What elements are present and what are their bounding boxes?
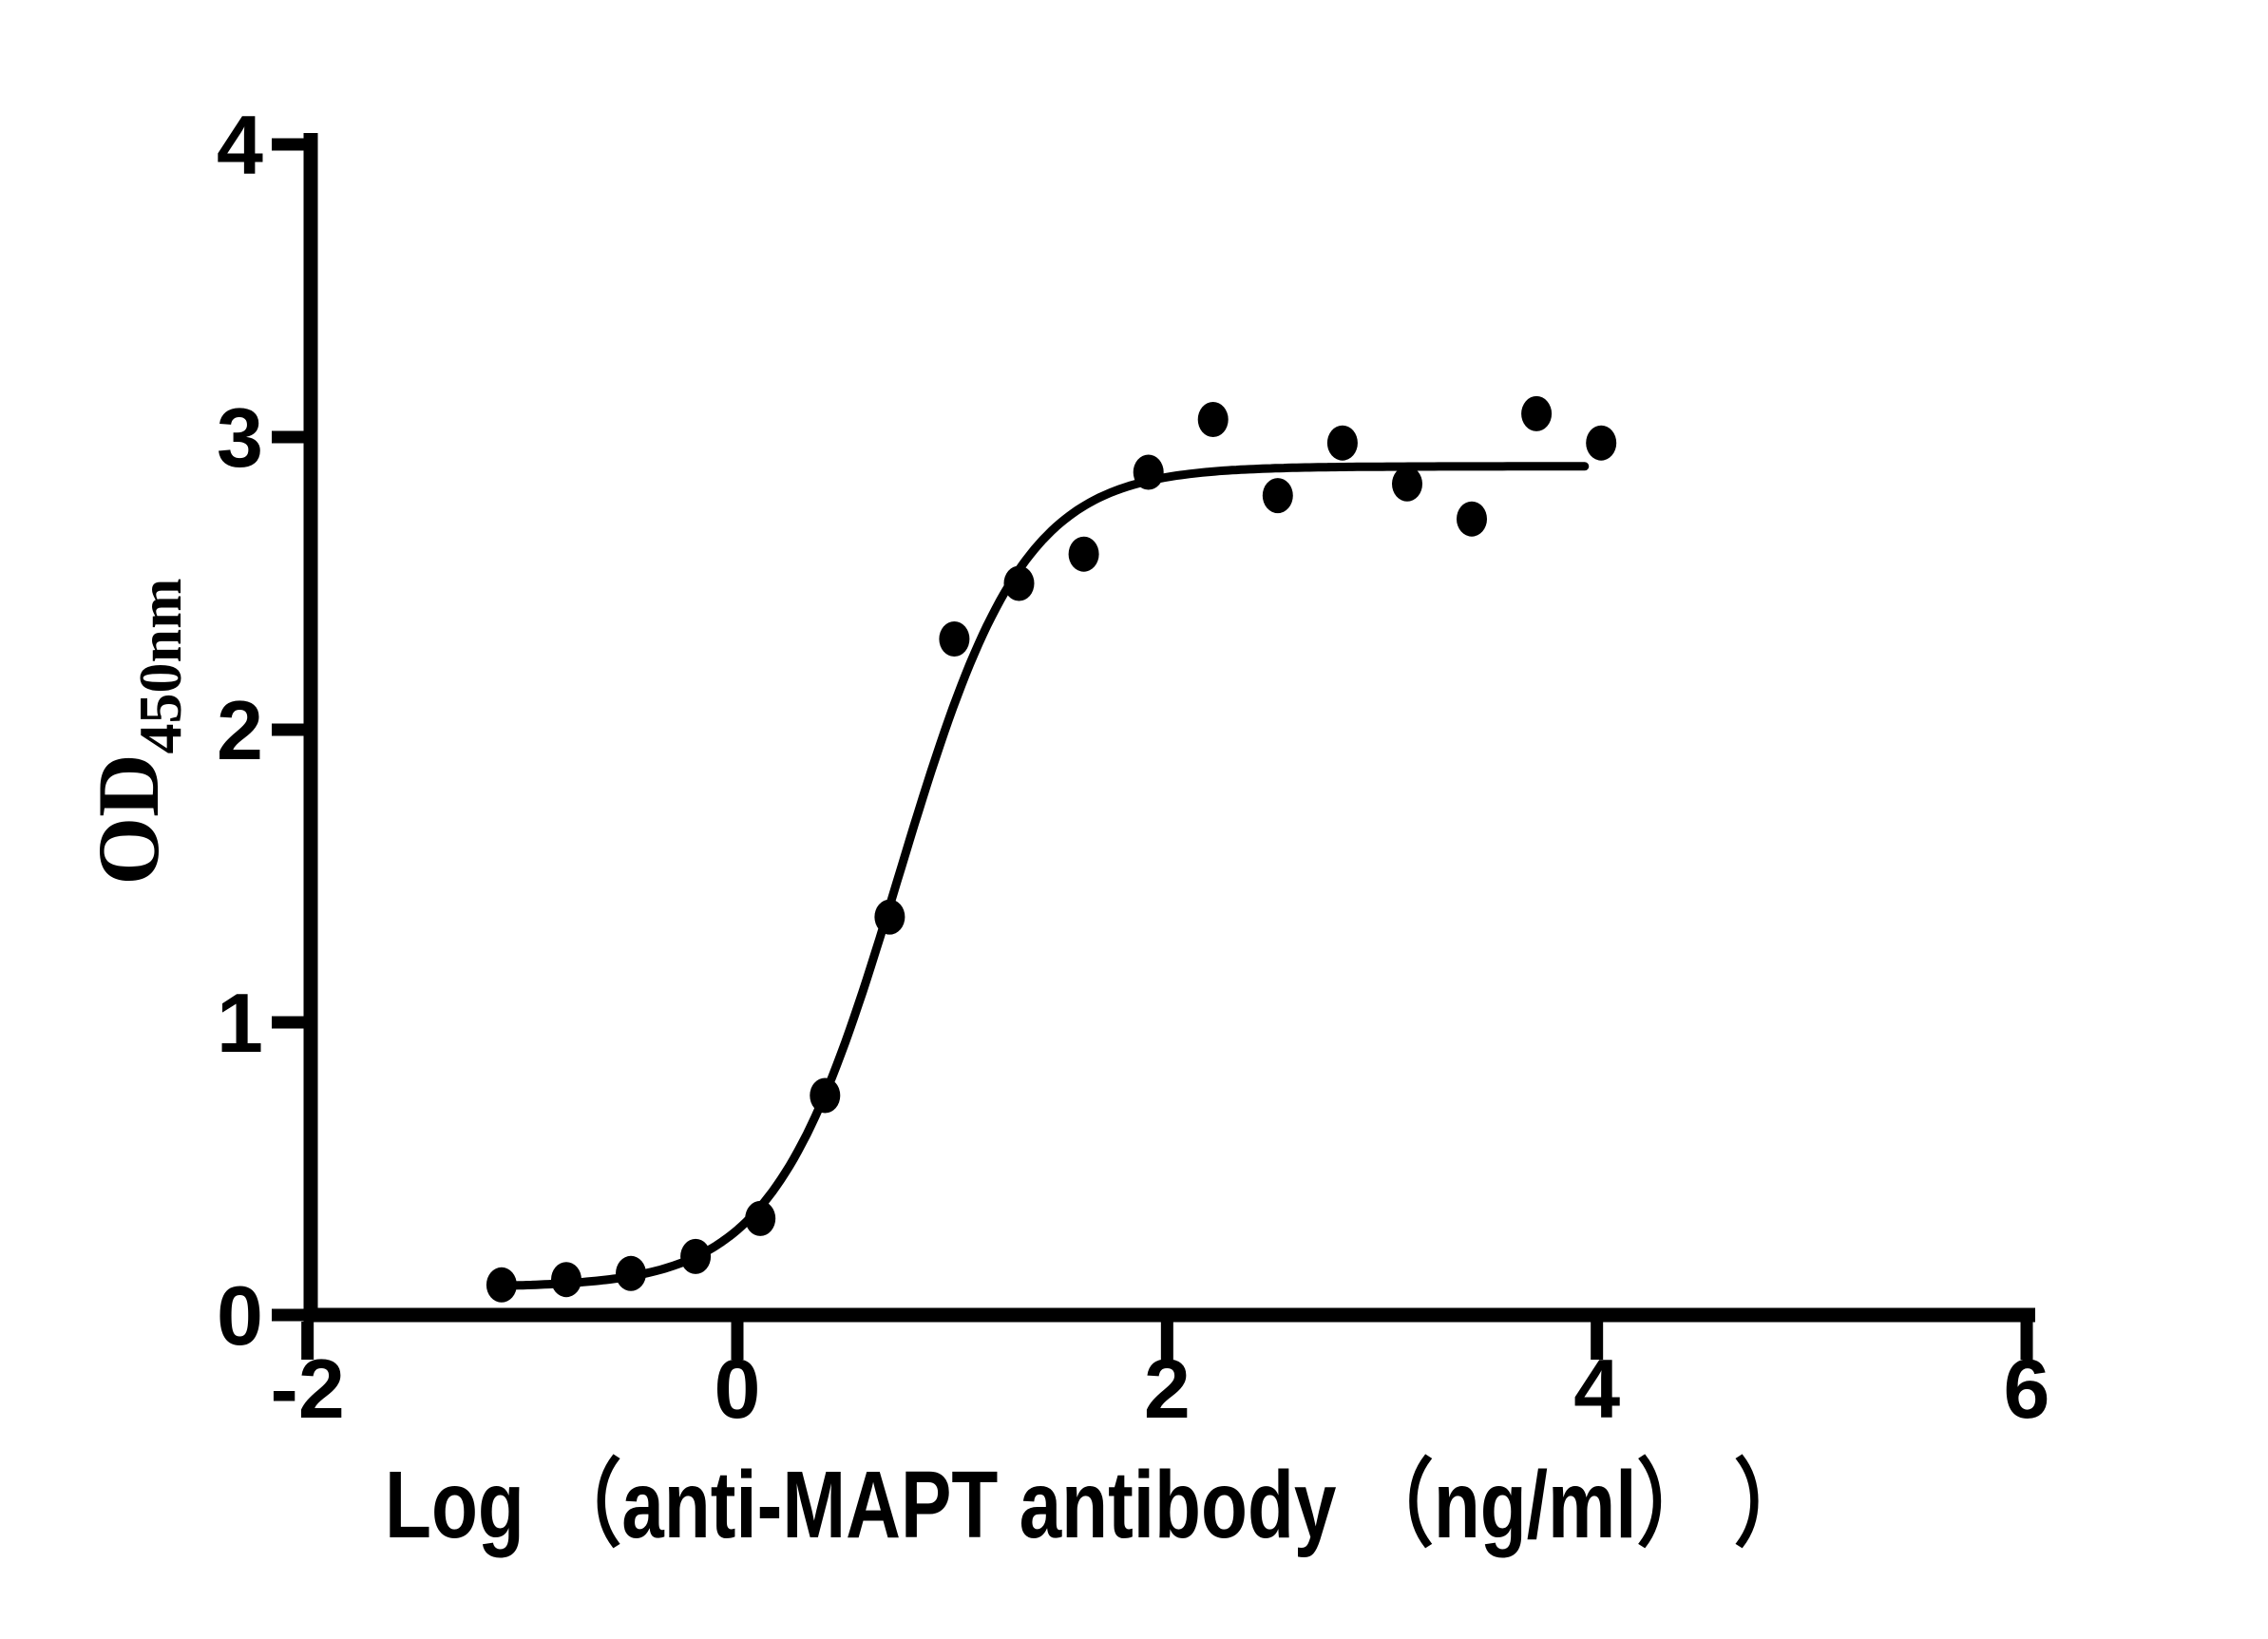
x-ticks-group: -2 0 2 4 6 [271,1322,2050,1436]
data-point [745,1200,776,1236]
x-tick-label: 2 [1144,1342,1191,1436]
x-tick-label: 4 [1573,1342,1620,1436]
y-ticks-group: 0 1 2 3 4 [217,98,305,1363]
data-point [1326,425,1358,461]
data-point [616,1255,646,1291]
x-tick-label: 6 [2004,1342,2050,1436]
data-point [486,1267,517,1303]
data-point [874,899,905,935]
fit-curve [497,462,1590,1290]
data-point [1003,565,1035,601]
data-point [1521,395,1553,431]
y-axis-title-subscript: 450nm [126,579,194,754]
data-point [1197,402,1229,437]
data-point [1457,501,1487,537]
x-axis-title: Log （anti-MAPT antibody （ng/ml） ） [385,1452,1810,1558]
x-tick-label: 0 [715,1342,761,1436]
data-point [939,621,970,657]
data-point [680,1238,712,1274]
x-tick-label: -2 [271,1342,345,1436]
data-point [1392,466,1422,502]
data-point [810,1077,841,1114]
data-point [1133,454,1164,490]
data-point [551,1262,581,1298]
y-tick-label: 1 [217,976,263,1070]
y-axis-title-main: OD [80,753,177,885]
data-point [1586,425,1617,461]
y-tick-label: 4 [217,98,263,192]
data-point [1262,478,1293,514]
y-tick-label: 2 [217,683,263,777]
data-point [1068,536,1099,572]
y-tick-label: 0 [217,1268,263,1363]
data-points-group [486,395,1617,1303]
y-axis-title: OD450nm [80,579,194,886]
y-tick-label: 3 [217,391,263,485]
